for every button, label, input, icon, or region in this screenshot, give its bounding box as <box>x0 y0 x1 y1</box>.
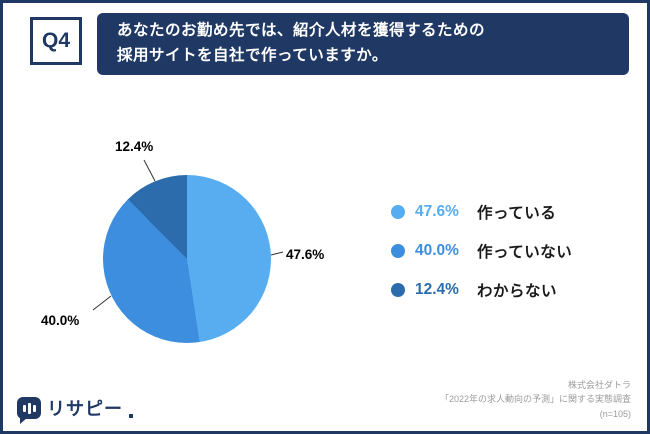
legend-label: 作っていない <box>477 244 573 261</box>
source-attribution: 株式会社ダトラ 「2022年の求人動向の予測」に関する実態調査 (n=105) <box>440 378 631 421</box>
question-number-box: Q4 <box>30 17 82 65</box>
legend-percent: 12.4% <box>415 281 459 298</box>
legend-row: 47.6% 作っている <box>391 201 572 223</box>
legend-percent: 40.0% <box>415 242 459 259</box>
logo-registered-mark <box>129 414 133 418</box>
legend-dot <box>391 205 405 219</box>
legend-percent: 47.6% <box>415 203 459 220</box>
question-title-line-1: あなたのお勤め先では、紹介人材を獲得するための <box>117 22 486 40</box>
legend: 47.6% 作っている 40.0% 作っていない 12.4% わからない <box>391 201 572 301</box>
legend-dot <box>391 283 405 297</box>
legend-label: 作っている <box>477 205 557 222</box>
leader-line-bottom-left <box>92 295 112 311</box>
logo-text: リサピー <box>47 399 123 419</box>
source-line-2: 「2022年の求人動向の予測」に関する実態調査 <box>439 394 631 405</box>
question-title-line-2: 採用サイトを自社で作っていますか。 <box>117 47 388 64</box>
pie-chart <box>103 175 271 343</box>
leader-line-right <box>270 251 284 256</box>
legend-dot <box>391 244 405 258</box>
legend-row: 12.4% わからない <box>391 279 572 301</box>
speech-bubble-chart-icon <box>17 397 41 424</box>
question-title-box: あなたのお勤め先では、紹介人材を獲得するための 採用サイトを自社で作っていますか… <box>97 13 629 75</box>
legend-row: 40.0% 作っていない <box>391 240 572 262</box>
leader-line-top <box>143 159 156 182</box>
pie-value-label-tsukutteinai: 40.0% <box>41 313 80 328</box>
pie-value-label-wakaranai: 12.4% <box>115 139 154 154</box>
pie-value-label-tsukutteiru: 47.6% <box>286 247 325 262</box>
risapy-logo: リサピー <box>17 395 133 424</box>
question-number: Q4 <box>41 29 70 52</box>
source-line-3: (n=105) <box>599 408 631 419</box>
source-line-1: 株式会社ダトラ <box>567 379 631 390</box>
legend-label: わからない <box>477 283 558 300</box>
